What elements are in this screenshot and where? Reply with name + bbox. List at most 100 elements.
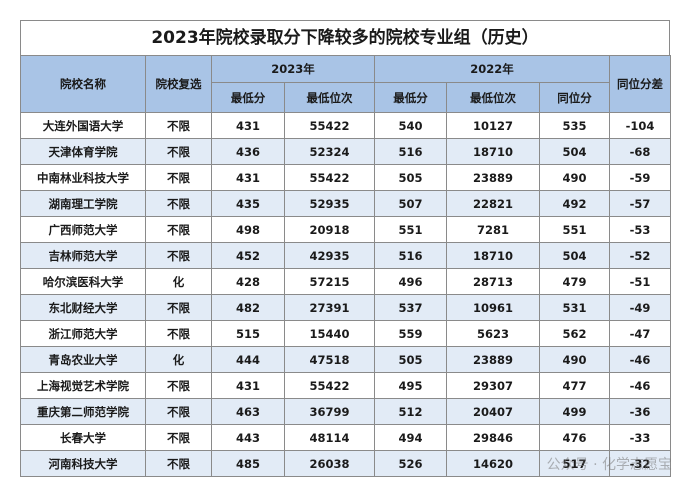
cell-min-score-2022: 505 (374, 164, 448, 191)
cell-reselect: 化 (145, 268, 212, 295)
cell-min-score-2023: 431 (211, 372, 285, 399)
header-min-score-2022: 最低分 (374, 82, 448, 113)
table-title: 2023年院校录取分下降较多的院校专业组（历史） (20, 20, 670, 55)
cell-same-rank-score-2022: 490 (539, 164, 611, 191)
cell-min-rank-2022: 10961 (446, 294, 541, 321)
header-diff: 同位分差 (609, 55, 672, 113)
cell-min-rank-2022: 28713 (446, 268, 541, 295)
cell-min-rank-2022: 14620 (446, 450, 541, 477)
cell-rank-score-diff: -52 (609, 242, 672, 269)
cell-school-name: 中南林业科技大学 (20, 164, 146, 191)
cell-min-rank-2023: 57215 (283, 268, 376, 295)
cell-min-score-2022: 494 (374, 424, 448, 451)
cell-min-rank-2023: 27391 (283, 294, 376, 321)
cell-reselect: 不限 (145, 450, 212, 477)
cell-min-score-2023: 431 (211, 112, 285, 139)
table-row: 东北财经大学 不限 482 27391 537 10961 531 -49 (20, 294, 672, 321)
cell-min-rank-2023: 36799 (283, 398, 376, 425)
cell-reselect: 不限 (145, 138, 212, 165)
cell-min-score-2023: 482 (211, 294, 285, 321)
header-row-sub: 最低分 最低位次 最低分 最低位次 同位分 (21, 82, 671, 113)
cell-school-name: 长春大学 (20, 424, 146, 451)
cell-same-rank-score-2022: 531 (539, 294, 611, 321)
cell-school-name: 东北财经大学 (20, 294, 146, 321)
table-row: 吉林师范大学 不限 452 42935 516 18710 504 -52 (20, 242, 672, 269)
cell-same-rank-score-2022: 504 (539, 138, 611, 165)
score-table: 院校名称 院校复选 2023年 2022年 同位分差 最低分 最低位次 最低分 … (20, 55, 672, 477)
cell-min-score-2023: 431 (211, 164, 285, 191)
cell-min-score-2023: 498 (211, 216, 285, 243)
cell-school-name: 浙江师范大学 (20, 320, 146, 347)
cell-reselect: 不限 (145, 294, 212, 321)
cell-same-rank-score-2022: 476 (539, 424, 611, 451)
cell-reselect: 不限 (145, 320, 212, 347)
cell-min-rank-2022: 18710 (446, 138, 541, 165)
cell-min-score-2023: 435 (211, 190, 285, 217)
table-row: 浙江师范大学 不限 515 15440 559 5623 562 -47 (20, 320, 672, 347)
cell-min-score-2023: 463 (211, 398, 285, 425)
cell-rank-score-diff: -104 (609, 112, 672, 139)
cell-school-name: 上海视觉艺术学院 (20, 372, 146, 399)
cell-reselect: 不限 (145, 424, 212, 451)
cell-min-rank-2023: 55422 (283, 112, 376, 139)
cell-same-rank-score-2022: 490 (539, 346, 611, 373)
cell-min-score-2022: 559 (374, 320, 448, 347)
cell-reselect: 不限 (145, 112, 212, 139)
cell-same-rank-score-2022: 477 (539, 372, 611, 399)
cell-min-rank-2022: 20407 (446, 398, 541, 425)
table-row: 重庆第二师范学院 不限 463 36799 512 20407 499 -36 (20, 398, 672, 425)
cell-same-rank-score-2022: 562 (539, 320, 611, 347)
cell-min-rank-2023: 55422 (283, 164, 376, 191)
table-row: 上海视觉艺术学院 不限 431 55422 495 29307 477 -46 (20, 372, 672, 399)
cell-reselect: 不限 (145, 190, 212, 217)
table-row: 天津体育学院 不限 436 52324 516 18710 504 -68 (20, 138, 672, 165)
cell-reselect: 不限 (145, 242, 212, 269)
cell-min-score-2023: 443 (211, 424, 285, 451)
header-min-rank-2023: 最低位次 (283, 82, 376, 113)
cell-min-score-2022: 540 (374, 112, 448, 139)
header-school: 院校名称 (20, 55, 146, 113)
cell-same-rank-score-2022: 492 (539, 190, 611, 217)
cell-min-score-2022: 496 (374, 268, 448, 295)
cell-school-name: 哈尔滨医科大学 (20, 268, 146, 295)
cell-min-score-2023: 444 (211, 346, 285, 373)
table-row: 中南林业科技大学 不限 431 55422 505 23889 490 -59 (20, 164, 672, 191)
cell-min-rank-2023: 15440 (283, 320, 376, 347)
table-row: 广西师范大学 不限 498 20918 551 7281 551 -53 (20, 216, 672, 243)
cell-min-rank-2022: 22821 (446, 190, 541, 217)
cell-min-rank-2022: 29846 (446, 424, 541, 451)
cell-rank-score-diff: -36 (609, 398, 672, 425)
cell-min-score-2023: 436 (211, 138, 285, 165)
cell-same-rank-score-2022: 551 (539, 216, 611, 243)
cell-rank-score-diff: -47 (609, 320, 672, 347)
cell-rank-score-diff: -59 (609, 164, 672, 191)
cell-min-rank-2023: 26038 (283, 450, 376, 477)
header-min-score-2023: 最低分 (211, 82, 285, 113)
cell-min-rank-2023: 47518 (283, 346, 376, 373)
header-same-rank-score-2022: 同位分 (539, 82, 611, 113)
cell-school-name: 大连外国语大学 (20, 112, 146, 139)
cell-school-name: 天津体育学院 (20, 138, 146, 165)
cell-rank-score-diff: -49 (609, 294, 672, 321)
cell-same-rank-score-2022: 535 (539, 112, 611, 139)
cell-min-score-2022: 507 (374, 190, 448, 217)
cell-same-rank-score-2022: 479 (539, 268, 611, 295)
cell-min-score-2023: 485 (211, 450, 285, 477)
cell-reselect: 不限 (145, 216, 212, 243)
cell-rank-score-diff: -53 (609, 216, 672, 243)
header-year-2022: 2022年 (374, 55, 611, 83)
header-year-2023: 2023年 (210, 55, 376, 83)
cell-min-score-2022: 537 (374, 294, 448, 321)
cell-min-rank-2022: 5623 (446, 320, 541, 347)
header-reselect: 院校复选 (145, 55, 212, 113)
cell-rank-score-diff: -33 (609, 424, 672, 451)
header-row-top: 院校名称 院校复选 2023年 2022年 同位分差 (20, 55, 672, 113)
cell-same-rank-score-2022: 504 (539, 242, 611, 269)
header-min-rank-2022: 最低位次 (446, 82, 541, 113)
cell-rank-score-diff: -46 (609, 346, 672, 373)
score-table-sheet: 2023年院校录取分下降较多的院校专业组（历史） 院校名称 院校复选 2023年… (20, 20, 672, 492)
cell-rank-score-diff: -32 (609, 450, 672, 477)
cell-reselect: 化 (145, 346, 212, 373)
cell-min-rank-2023: 52935 (283, 190, 376, 217)
cell-rank-score-diff: -51 (609, 268, 672, 295)
